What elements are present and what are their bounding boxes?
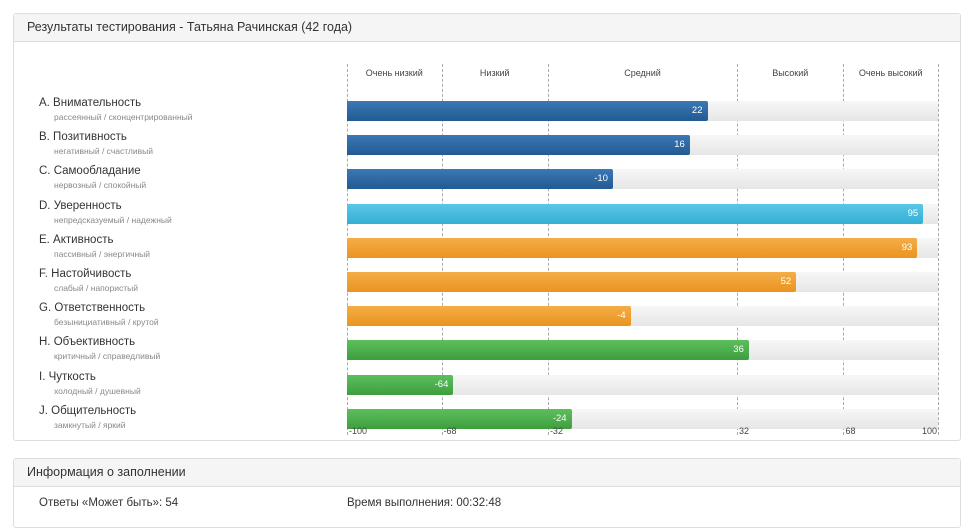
bar bbox=[347, 101, 708, 121]
trait-subtitle: негативный / счастливый bbox=[54, 146, 154, 157]
trait-name: E. Активность bbox=[39, 233, 114, 246]
results-chart: Очень низкий Низкий Средний Высокий Очень вы… bbox=[14, 42, 960, 440]
bar-value-label: -64 bbox=[434, 378, 449, 390]
bar bbox=[347, 169, 613, 190]
trait-subtitle: холодный / душевный bbox=[54, 385, 141, 396]
x-tick-label: -32 bbox=[549, 426, 563, 436]
bar-value-label: 22 bbox=[691, 105, 703, 116]
bar-track bbox=[347, 374, 938, 395]
trait-name: H. Объективность bbox=[39, 336, 136, 349]
bar bbox=[347, 408, 572, 429]
results-panel: Результаты тестирования - Татьяна Рачинс… bbox=[13, 13, 961, 441]
x-tick-label: 68 bbox=[845, 426, 856, 436]
bar-value-label: -10 bbox=[594, 173, 608, 185]
trait-name: I. Чуткость bbox=[39, 370, 96, 383]
x-tick-label: 100 bbox=[922, 426, 938, 436]
x-tick-label: -68 bbox=[443, 426, 457, 436]
bar-value-label: 52 bbox=[780, 276, 792, 287]
zone-label-3: Средний bbox=[624, 68, 661, 78]
zone-label-4: Высокий bbox=[772, 68, 809, 78]
bar-value-label: 16 bbox=[674, 139, 685, 151]
bar bbox=[347, 306, 631, 327]
trait-name: J. Общительность bbox=[39, 404, 137, 417]
trait-subtitle: рассеянный / сконцентрированный bbox=[54, 112, 193, 122]
bar bbox=[347, 272, 797, 292]
x-tick-label: 32 bbox=[739, 426, 750, 436]
bar-value-label: -24 bbox=[552, 412, 567, 424]
zone-label-2: Низкий bbox=[479, 68, 510, 78]
trait-name: G. Ответственность bbox=[39, 302, 146, 315]
info-panel: Информация о заполнении Ответы «Может бы… bbox=[13, 458, 961, 528]
trait-subtitle: нервозный / спокойный bbox=[54, 180, 147, 191]
trait-subtitle: безынициативный / крутой bbox=[54, 317, 159, 328]
zone-label-1: Очень низкий bbox=[365, 68, 423, 78]
trait-subtitle: слабый / напористый bbox=[54, 283, 138, 293]
zone-label-5: Очень высокий bbox=[858, 68, 923, 78]
bar bbox=[347, 237, 918, 258]
info-panel-title: Информация о заполнении bbox=[14, 459, 960, 487]
bar bbox=[347, 340, 749, 361]
trait-subtitle: критичный / справедливый bbox=[54, 351, 161, 362]
trait-subtitle: непредсказуемый / надежный bbox=[54, 214, 172, 225]
bar-value-label: 95 bbox=[907, 207, 919, 219]
bar bbox=[347, 374, 454, 395]
trait-name: A. Внимательность bbox=[39, 97, 142, 109]
bar bbox=[347, 135, 690, 156]
trait-subtitle: замкнутый / яркий bbox=[54, 419, 126, 430]
bar-value-label: -4 bbox=[617, 310, 626, 322]
results-panel-title: Результаты тестирования - Татьяна Рачинс… bbox=[14, 14, 960, 42]
bar-value-label: 36 bbox=[733, 344, 744, 356]
maybe-answers-count: Ответы «Может быть»: 54 bbox=[39, 497, 179, 509]
bar-value-label: 93 bbox=[901, 241, 913, 253]
trait-name: C. Самообладание bbox=[39, 165, 141, 178]
band-boundary-line bbox=[938, 64, 939, 435]
trait-name: F. Настойчивость bbox=[39, 268, 132, 280]
trait-name: D. Уверенность bbox=[39, 199, 122, 212]
x-tick-label: -100 bbox=[349, 426, 368, 436]
bar bbox=[347, 203, 924, 224]
trait-name: B. Позитивность bbox=[39, 131, 127, 144]
completion-time: Время выполнения: 00:32:48 bbox=[347, 497, 502, 509]
trait-subtitle: пассивный / энергичный bbox=[54, 248, 151, 259]
